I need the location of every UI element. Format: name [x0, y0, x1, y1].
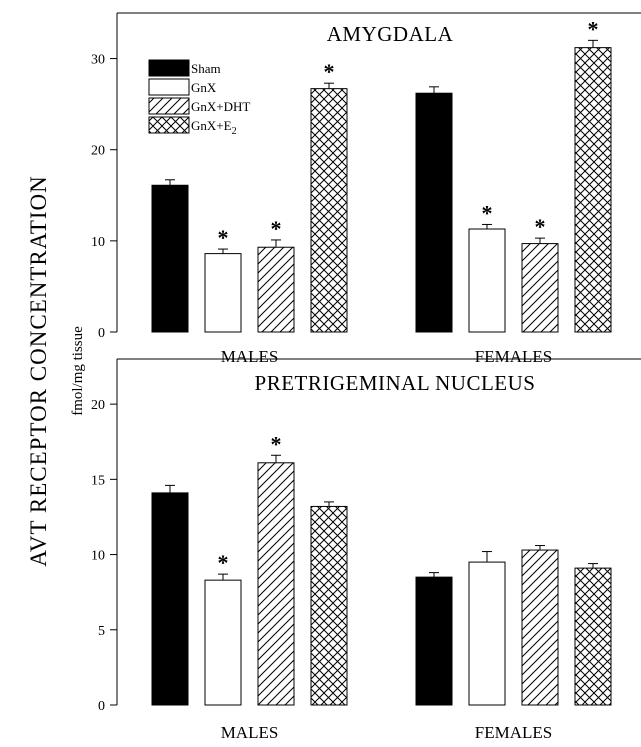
legend-label-gnx-e2-main: GnX+E	[191, 118, 232, 133]
legend-swatch-gnx-dht	[148, 97, 190, 115]
category-label-females: FEMALES	[475, 723, 552, 742]
panel-title-pretrigeminal: PRETRIGEMINAL NUCLEUS	[255, 371, 536, 395]
bar-gnx-males	[204, 579, 242, 706]
significance-marker: *	[218, 225, 229, 250]
bar-gnx-e2-females	[574, 567, 612, 706]
significance-marker: *	[588, 16, 599, 41]
bar-gnx-dht-males	[257, 246, 295, 333]
bar-gnx-dht-males	[257, 462, 295, 706]
y-tick-label: 0	[98, 326, 105, 341]
pretrigeminal-panel: PRETRIGEMINAL NUCLEUS 0 5 10 15 20 * * MALES FEM…	[91, 358, 641, 742]
bar-gnx-males	[204, 253, 242, 333]
y-tick-label: 20	[91, 398, 105, 413]
y-tick-label: 0	[98, 699, 105, 714]
bar-sham-females	[415, 576, 453, 706]
y-axis-units: fmol/mg tissue	[70, 326, 86, 416]
y-axis-label: AVT RECEPTOR CONCENTRATION	[26, 175, 51, 566]
y-tick-label: 5	[98, 624, 105, 639]
category-label-males: MALES	[221, 723, 279, 742]
significance-marker: *	[482, 200, 493, 225]
legend-swatch-gnx-e2	[148, 116, 190, 134]
panel-title-amygdala: AMYGDALA	[327, 22, 454, 46]
bar-sham-males	[151, 184, 189, 333]
legend-item-gnx-e2: GnX+E2	[148, 116, 237, 137]
y-tick-label: 20	[91, 144, 105, 159]
legend-label-gnx-e2: GnX+E2	[191, 118, 237, 137]
legend-label-gnx-dht: GnX+DHT	[191, 99, 250, 114]
category-label-males: MALES	[221, 347, 279, 366]
legend-item-gnx: GnX	[148, 78, 217, 96]
legend-item-sham: Sham	[148, 59, 221, 77]
bar-gnx-dht-females	[521, 549, 559, 706]
bar-sham-males	[151, 492, 189, 706]
amygdala-panel: AMYGDALA 0 10 20 30 * * * * * * MALES FEMALES	[91, 12, 641, 366]
bar-gnx-females	[468, 228, 506, 333]
y-tick-label: 10	[91, 235, 105, 250]
legend-label-sham: Sham	[191, 61, 221, 76]
significance-marker: *	[535, 214, 546, 239]
significance-marker: *	[271, 431, 282, 456]
legend-swatch-gnx	[148, 78, 190, 96]
bar-gnx-dht-females	[521, 243, 559, 333]
y-tick-label: 30	[91, 53, 105, 68]
legend-label-gnx-e2-sub: 2	[232, 126, 237, 137]
bar-gnx-females	[468, 561, 506, 706]
bar-gnx-e2-females	[574, 47, 612, 333]
legend: Sham GnX GnX+DHT GnX+E2	[148, 59, 250, 137]
significance-marker: *	[324, 59, 335, 84]
significance-marker: *	[271, 216, 282, 241]
bar-gnx-e2-males	[310, 88, 348, 333]
y-tick-label: 15	[91, 473, 105, 488]
significance-marker: *	[218, 550, 229, 575]
legend-item-gnx-dht: GnX+DHT	[148, 97, 250, 115]
bar-gnx-e2-males	[310, 505, 348, 706]
category-label-females: FEMALES	[475, 347, 552, 366]
bar-sham-females	[415, 92, 453, 333]
legend-label-gnx: GnX	[191, 80, 217, 95]
legend-swatch-sham	[148, 59, 190, 77]
y-tick-label: 10	[91, 549, 105, 564]
